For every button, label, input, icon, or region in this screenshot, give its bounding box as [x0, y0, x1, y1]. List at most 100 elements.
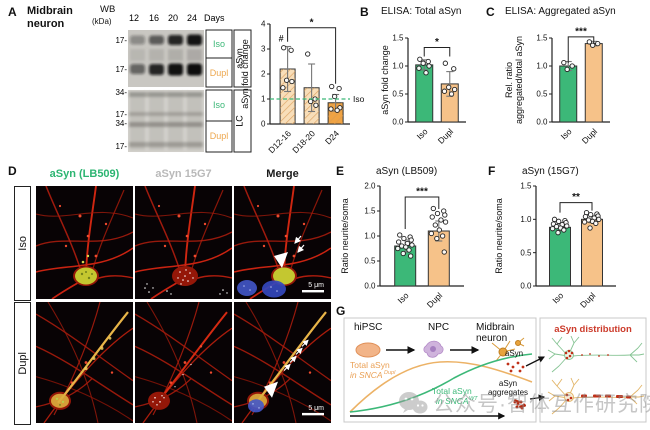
wb-method-label: WB: [100, 4, 116, 15]
category-label: Dupl: [578, 290, 598, 310]
data-point: [441, 88, 448, 94]
curve-total-asyn-dupl: [349, 360, 533, 413]
category-label: D24: [323, 128, 341, 146]
western-blot: 12 16 20 24 Days: [115, 13, 252, 153]
y-tick-label: 1.0: [536, 62, 548, 71]
y-tick-label: 0.5: [520, 248, 532, 257]
sig-bracket: [559, 202, 593, 213]
sig-label: *: [435, 37, 439, 48]
bar: [584, 43, 603, 123]
panel-a-label: A: [8, 5, 17, 19]
panel-c-label: C: [486, 5, 495, 19]
sig-bracket: [423, 47, 451, 57]
curve-dupl-sup: Dupl: [384, 370, 396, 376]
y-axis-label: aggregated/total aSyn: [514, 36, 524, 124]
panel-e-title: aSyn (LB509): [376, 166, 438, 177]
data-point: [395, 239, 402, 245]
distribution-title: aSyn distribution: [554, 324, 632, 335]
arrow-icon: [289, 355, 297, 363]
data-point: [408, 237, 414, 243]
kda-marker: 17-: [115, 110, 127, 119]
asyn-box: [233, 29, 252, 88]
stage-hipsc-label: hiPSC: [354, 322, 382, 333]
curve-wt-label2: in SNCA: [436, 396, 469, 406]
data-point: [442, 219, 449, 225]
micrograph-dupl-15g7: [135, 302, 232, 423]
speckles: [152, 363, 192, 406]
data-point: [332, 93, 338, 100]
data-point: [400, 250, 406, 257]
panel-b-label: B: [360, 5, 369, 19]
curve-wt-label: Total aSyn: [432, 386, 472, 396]
data-point: [434, 235, 440, 242]
iso-label: Iso: [213, 100, 225, 110]
data-point: [430, 205, 436, 212]
sig-label: **: [572, 192, 580, 203]
y-tick-label: 0.5: [392, 90, 404, 99]
data-point: [442, 212, 448, 218]
y-tick-label: 4: [261, 20, 266, 29]
reference-line-label: Iso: [353, 94, 365, 104]
data-point: [425, 58, 431, 65]
kda-marker: 34-: [115, 119, 127, 128]
column-title-merge: Merge: [266, 168, 299, 180]
data-point: [281, 45, 287, 51]
y-tick-label: 1.0: [392, 62, 404, 71]
data-point: [329, 83, 335, 90]
data-point: [438, 217, 444, 223]
y-tick-label: 1: [261, 95, 266, 104]
day-label: 12: [129, 13, 139, 23]
lc-blot-label: LC: [235, 115, 245, 127]
column-title-15g7: aSyn 15G7: [155, 168, 212, 180]
y-tick-label: 1.5: [392, 34, 404, 43]
schematic-diagram: hiPSC NPC Midbrain neuron Total aSyn in …: [343, 317, 647, 423]
y-tick-label: 1.0: [364, 232, 376, 241]
data-point: [406, 247, 412, 253]
arrow-icon: [301, 339, 309, 347]
y-axis-label: Ratio neurite/soma: [340, 198, 350, 274]
y-tick-label: 1.5: [536, 34, 548, 43]
data-point: [401, 235, 407, 242]
data-point: [569, 63, 575, 69]
y-tick-label: 1.5: [364, 207, 376, 216]
chart-elisa-aggregated: 0.0 0.5 1.0 1.5 Rel. ratio aggregated/total a…: [504, 26, 610, 146]
data-point: [284, 77, 290, 83]
sig-label: ***: [416, 187, 428, 198]
data-point: [586, 39, 592, 45]
data-point: [417, 56, 423, 62]
arrowhead-icon: [274, 252, 288, 268]
bar: [559, 65, 578, 123]
iso-box: [205, 89, 233, 122]
hipsc-icon: [355, 342, 381, 358]
category-label: Iso: [396, 290, 411, 305]
data-point: [328, 106, 334, 112]
data-point: [408, 253, 414, 259]
panel-a-title: Midbrain neuron: [27, 5, 73, 30]
chart-ratio-15g7: 0.0 0.5 1.0 1.5 Ratio neurite/soma Iso Dupl **: [494, 182, 616, 310]
asyn-monomer-label: aSyn: [505, 349, 523, 358]
data-point: [556, 218, 562, 224]
wb-kda-label: (kDa): [92, 17, 112, 26]
data-point: [305, 51, 311, 57]
data-point: [590, 42, 596, 48]
category-label: Iso: [415, 126, 430, 141]
neuron-icon: [491, 337, 525, 362]
category-label: Iso: [550, 290, 565, 305]
curve-wt-sup: WT: [469, 396, 478, 402]
panel-b-title: ELISA: Total aSyn: [381, 6, 462, 17]
data-point: [423, 70, 429, 76]
blot-bands-dupl: [130, 63, 202, 76]
column-title-lb509: aSyn (LB509): [49, 168, 120, 180]
data-point: [395, 245, 401, 252]
kda-marker: 17-: [115, 142, 127, 151]
hash-annotation: #: [279, 34, 284, 44]
iso-neuron-drawing: [547, 335, 645, 373]
y-axis-label: Ratio neurite/soma: [494, 198, 504, 274]
kda-marker: 17-: [115, 65, 127, 74]
asyn-aggregate-label: aSyn: [499, 379, 517, 388]
data-point: [436, 227, 442, 233]
category-label: D12-16: [266, 128, 293, 155]
panel-c-title: ELISA: Aggregated aSyn: [505, 6, 616, 17]
data-point: [426, 63, 432, 69]
data-point: [429, 214, 435, 220]
